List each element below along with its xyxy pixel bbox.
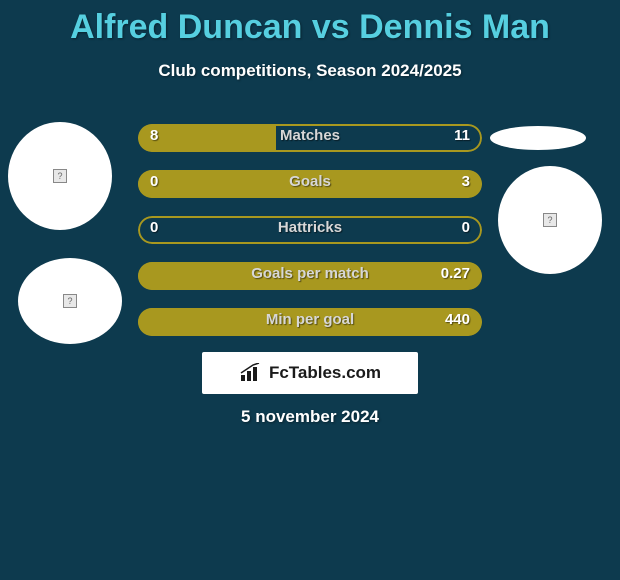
player-left-avatar-2: ? (18, 258, 122, 344)
stat-label: Min per goal (138, 311, 482, 328)
page-title: Alfred Duncan vs Dennis Man (0, 0, 620, 47)
stat-label: Goals per match (138, 265, 482, 282)
player-left-avatar-1: ? (8, 122, 112, 230)
branding-badge: FcTables.com (202, 352, 418, 394)
image-placeholder-icon: ? (543, 213, 557, 227)
chart-icon (239, 363, 263, 383)
stat-label: Goals (138, 173, 482, 190)
stat-value-right: 3 (462, 173, 470, 190)
stat-label: Hattricks (138, 219, 482, 236)
stat-row: 0Goals3 (138, 170, 482, 198)
player-right-ellipse (490, 126, 586, 150)
stat-value-right: 11 (454, 127, 470, 144)
stats-container: 8Matches110Goals30Hattricks0Goals per ma… (138, 124, 482, 354)
stat-value-right: 440 (445, 311, 470, 328)
image-placeholder-icon: ? (63, 294, 77, 308)
image-placeholder-icon: ? (53, 169, 67, 183)
stat-row: 0Hattricks0 (138, 216, 482, 244)
stat-value-right: 0 (462, 219, 470, 236)
player-right-avatar: ? (498, 166, 602, 274)
stat-label: Matches (138, 127, 482, 144)
update-date: 5 november 2024 (0, 407, 620, 427)
stat-row: Goals per match0.27 (138, 262, 482, 290)
branding-text: FcTables.com (269, 363, 381, 383)
subtitle: Club competitions, Season 2024/2025 (0, 61, 620, 81)
stat-row: 8Matches11 (138, 124, 482, 152)
stat-value-right: 0.27 (441, 265, 470, 282)
stat-row: Min per goal440 (138, 308, 482, 336)
